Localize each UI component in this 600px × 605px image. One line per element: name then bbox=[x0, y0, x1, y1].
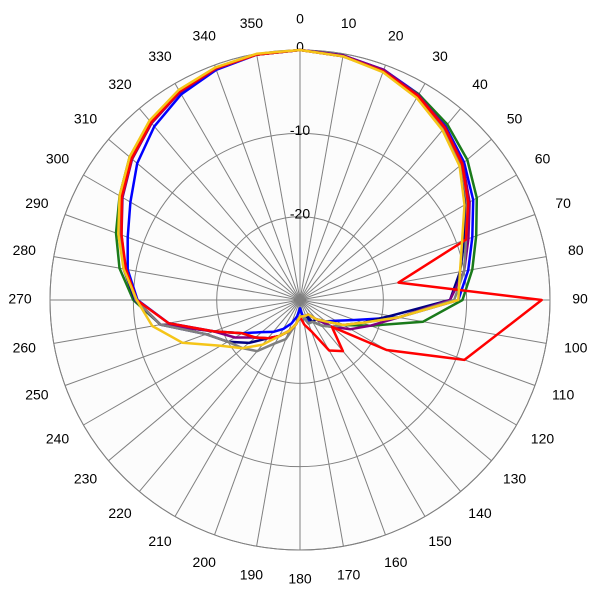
angle-label: 310 bbox=[74, 111, 98, 127]
pattern-line bbox=[117, 48, 466, 350]
grid-spoke bbox=[299, 214, 536, 301]
pattern-line bbox=[126, 48, 475, 335]
grid-spoke bbox=[299, 174, 517, 301]
grid-spoke bbox=[299, 299, 426, 517]
angle-label: 30 bbox=[432, 48, 448, 64]
radial-tick-label: -10 bbox=[290, 122, 310, 138]
angle-label: 280 bbox=[13, 242, 37, 258]
angle-label: 50 bbox=[507, 111, 523, 127]
angle-label: 140 bbox=[468, 505, 492, 521]
grid-spoke bbox=[256, 53, 301, 301]
angle-label: 270 bbox=[8, 291, 32, 307]
angle-label: 230 bbox=[74, 471, 98, 487]
angle-label: 170 bbox=[337, 566, 361, 582]
grid-spoke bbox=[214, 64, 301, 301]
angle-label: 250 bbox=[25, 386, 49, 402]
grid-spoke bbox=[299, 83, 426, 301]
angle-label: 110 bbox=[552, 386, 575, 402]
angle-label: 300 bbox=[46, 151, 70, 167]
radial-tick-label: 0 bbox=[296, 39, 304, 55]
angle-label: 240 bbox=[46, 431, 70, 447]
grid-spoke bbox=[299, 299, 462, 492]
angle-label: 180 bbox=[288, 571, 312, 587]
grid-spoke bbox=[299, 64, 386, 301]
grid-spoke bbox=[64, 214, 301, 301]
grid-spoke bbox=[138, 108, 301, 301]
grid-spoke bbox=[108, 299, 301, 462]
angle-label: 90 bbox=[572, 291, 588, 307]
grid-spoke bbox=[256, 299, 301, 547]
angle-label: 10 bbox=[341, 15, 357, 31]
radial-tick-label: -20 bbox=[290, 205, 310, 221]
grid-spoke bbox=[299, 108, 462, 301]
angle-label: 260 bbox=[13, 339, 37, 355]
angle-label: 120 bbox=[531, 431, 555, 447]
angle-label: 340 bbox=[193, 28, 217, 44]
angle-label: 220 bbox=[108, 505, 132, 521]
angle-label: 210 bbox=[148, 533, 172, 549]
angle-label: 330 bbox=[148, 48, 172, 64]
grid-spoke bbox=[108, 138, 301, 301]
grid-spoke bbox=[53, 299, 301, 344]
angle-label: 320 bbox=[108, 76, 132, 92]
angle-label: 70 bbox=[555, 195, 571, 211]
angle-label: 100 bbox=[564, 339, 588, 355]
grid-spoke bbox=[299, 256, 547, 301]
angle-label: 150 bbox=[428, 533, 452, 549]
angle-label: 0 bbox=[296, 11, 304, 27]
grid-spoke bbox=[53, 256, 301, 301]
angle-label: 40 bbox=[472, 76, 488, 92]
angle-label: 290 bbox=[25, 195, 49, 211]
grid-spoke bbox=[299, 53, 344, 301]
angle-label: 80 bbox=[568, 242, 584, 258]
angle-label: 200 bbox=[193, 554, 217, 570]
angle-label: 350 bbox=[240, 15, 264, 31]
grid-spoke bbox=[299, 299, 344, 547]
grid-spoke bbox=[299, 299, 386, 536]
angle-label: 130 bbox=[503, 471, 527, 487]
grid-spoke bbox=[174, 83, 301, 301]
grid-spoke bbox=[83, 299, 301, 426]
grid-spoke bbox=[299, 299, 536, 386]
angle-label: 60 bbox=[535, 151, 551, 167]
angle-label: 20 bbox=[388, 28, 404, 44]
angle-label: 160 bbox=[384, 554, 408, 570]
angle-label: 190 bbox=[240, 566, 264, 582]
